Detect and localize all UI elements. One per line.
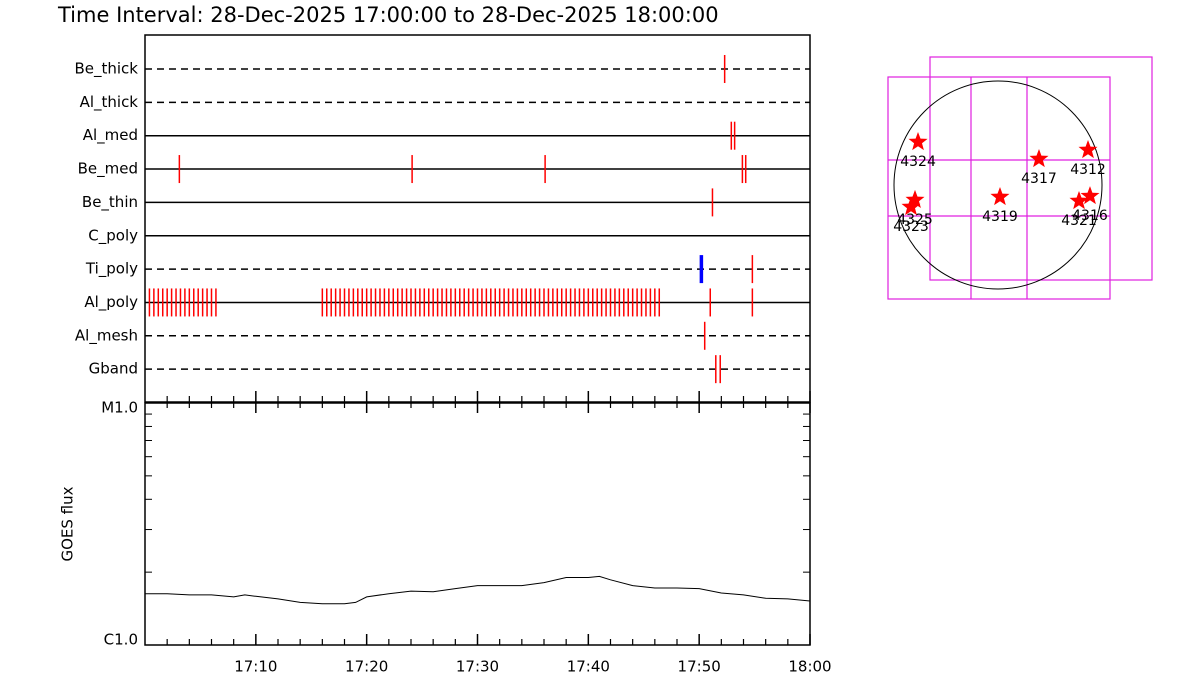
x-tick-label: 17:10 [234, 658, 277, 676]
region-label: 4323 [893, 219, 929, 235]
x-tick-label: 17:50 [678, 658, 721, 676]
active-region [1029, 149, 1049, 168]
goes-line [145, 575, 811, 605]
region-label: 4316 [1072, 208, 1108, 224]
region-label: 4319 [982, 209, 1018, 225]
region-label: 4317 [1021, 171, 1057, 187]
row-label: Al_thick [80, 93, 139, 112]
row-label: Ti_poly [85, 260, 138, 279]
x-tick-label: 18:00 [788, 658, 831, 676]
y-tick-label: M1.0 [101, 399, 138, 417]
active-region [1080, 186, 1100, 205]
active-region [901, 197, 921, 216]
active-region [905, 189, 925, 208]
row-label: C_poly [88, 226, 138, 245]
region-label: 4325 [897, 212, 933, 228]
y-axis-label: GOES flux [59, 486, 77, 561]
active-region [1069, 191, 1089, 210]
row-label: Be_thick [74, 60, 138, 79]
x-tick-label: 17:30 [456, 658, 499, 676]
active-region [908, 132, 928, 151]
row-label: Be_thin [82, 193, 138, 212]
row-label: Al_poly [84, 293, 138, 312]
chart-title: Time Interval: 28-Dec-2025 17:00:00 to 2… [57, 3, 719, 27]
x-tick-label: 17:40 [567, 658, 610, 676]
row-label: Al_med [83, 126, 138, 145]
solar-disk [893, 80, 1103, 290]
region-label: 4324 [900, 154, 936, 170]
row-label: Gband [89, 360, 138, 378]
x-tick-label: 17:20 [345, 658, 388, 676]
row-label: Be_med [78, 160, 138, 179]
y-tick-label: C1.0 [104, 631, 138, 649]
region-label: 4321 [1061, 213, 1097, 229]
active-region [990, 187, 1010, 206]
region-label: 4312 [1070, 162, 1106, 178]
row-label: Al_mesh [75, 326, 138, 345]
active-region [1078, 140, 1098, 159]
fov-box [887, 76, 1111, 300]
